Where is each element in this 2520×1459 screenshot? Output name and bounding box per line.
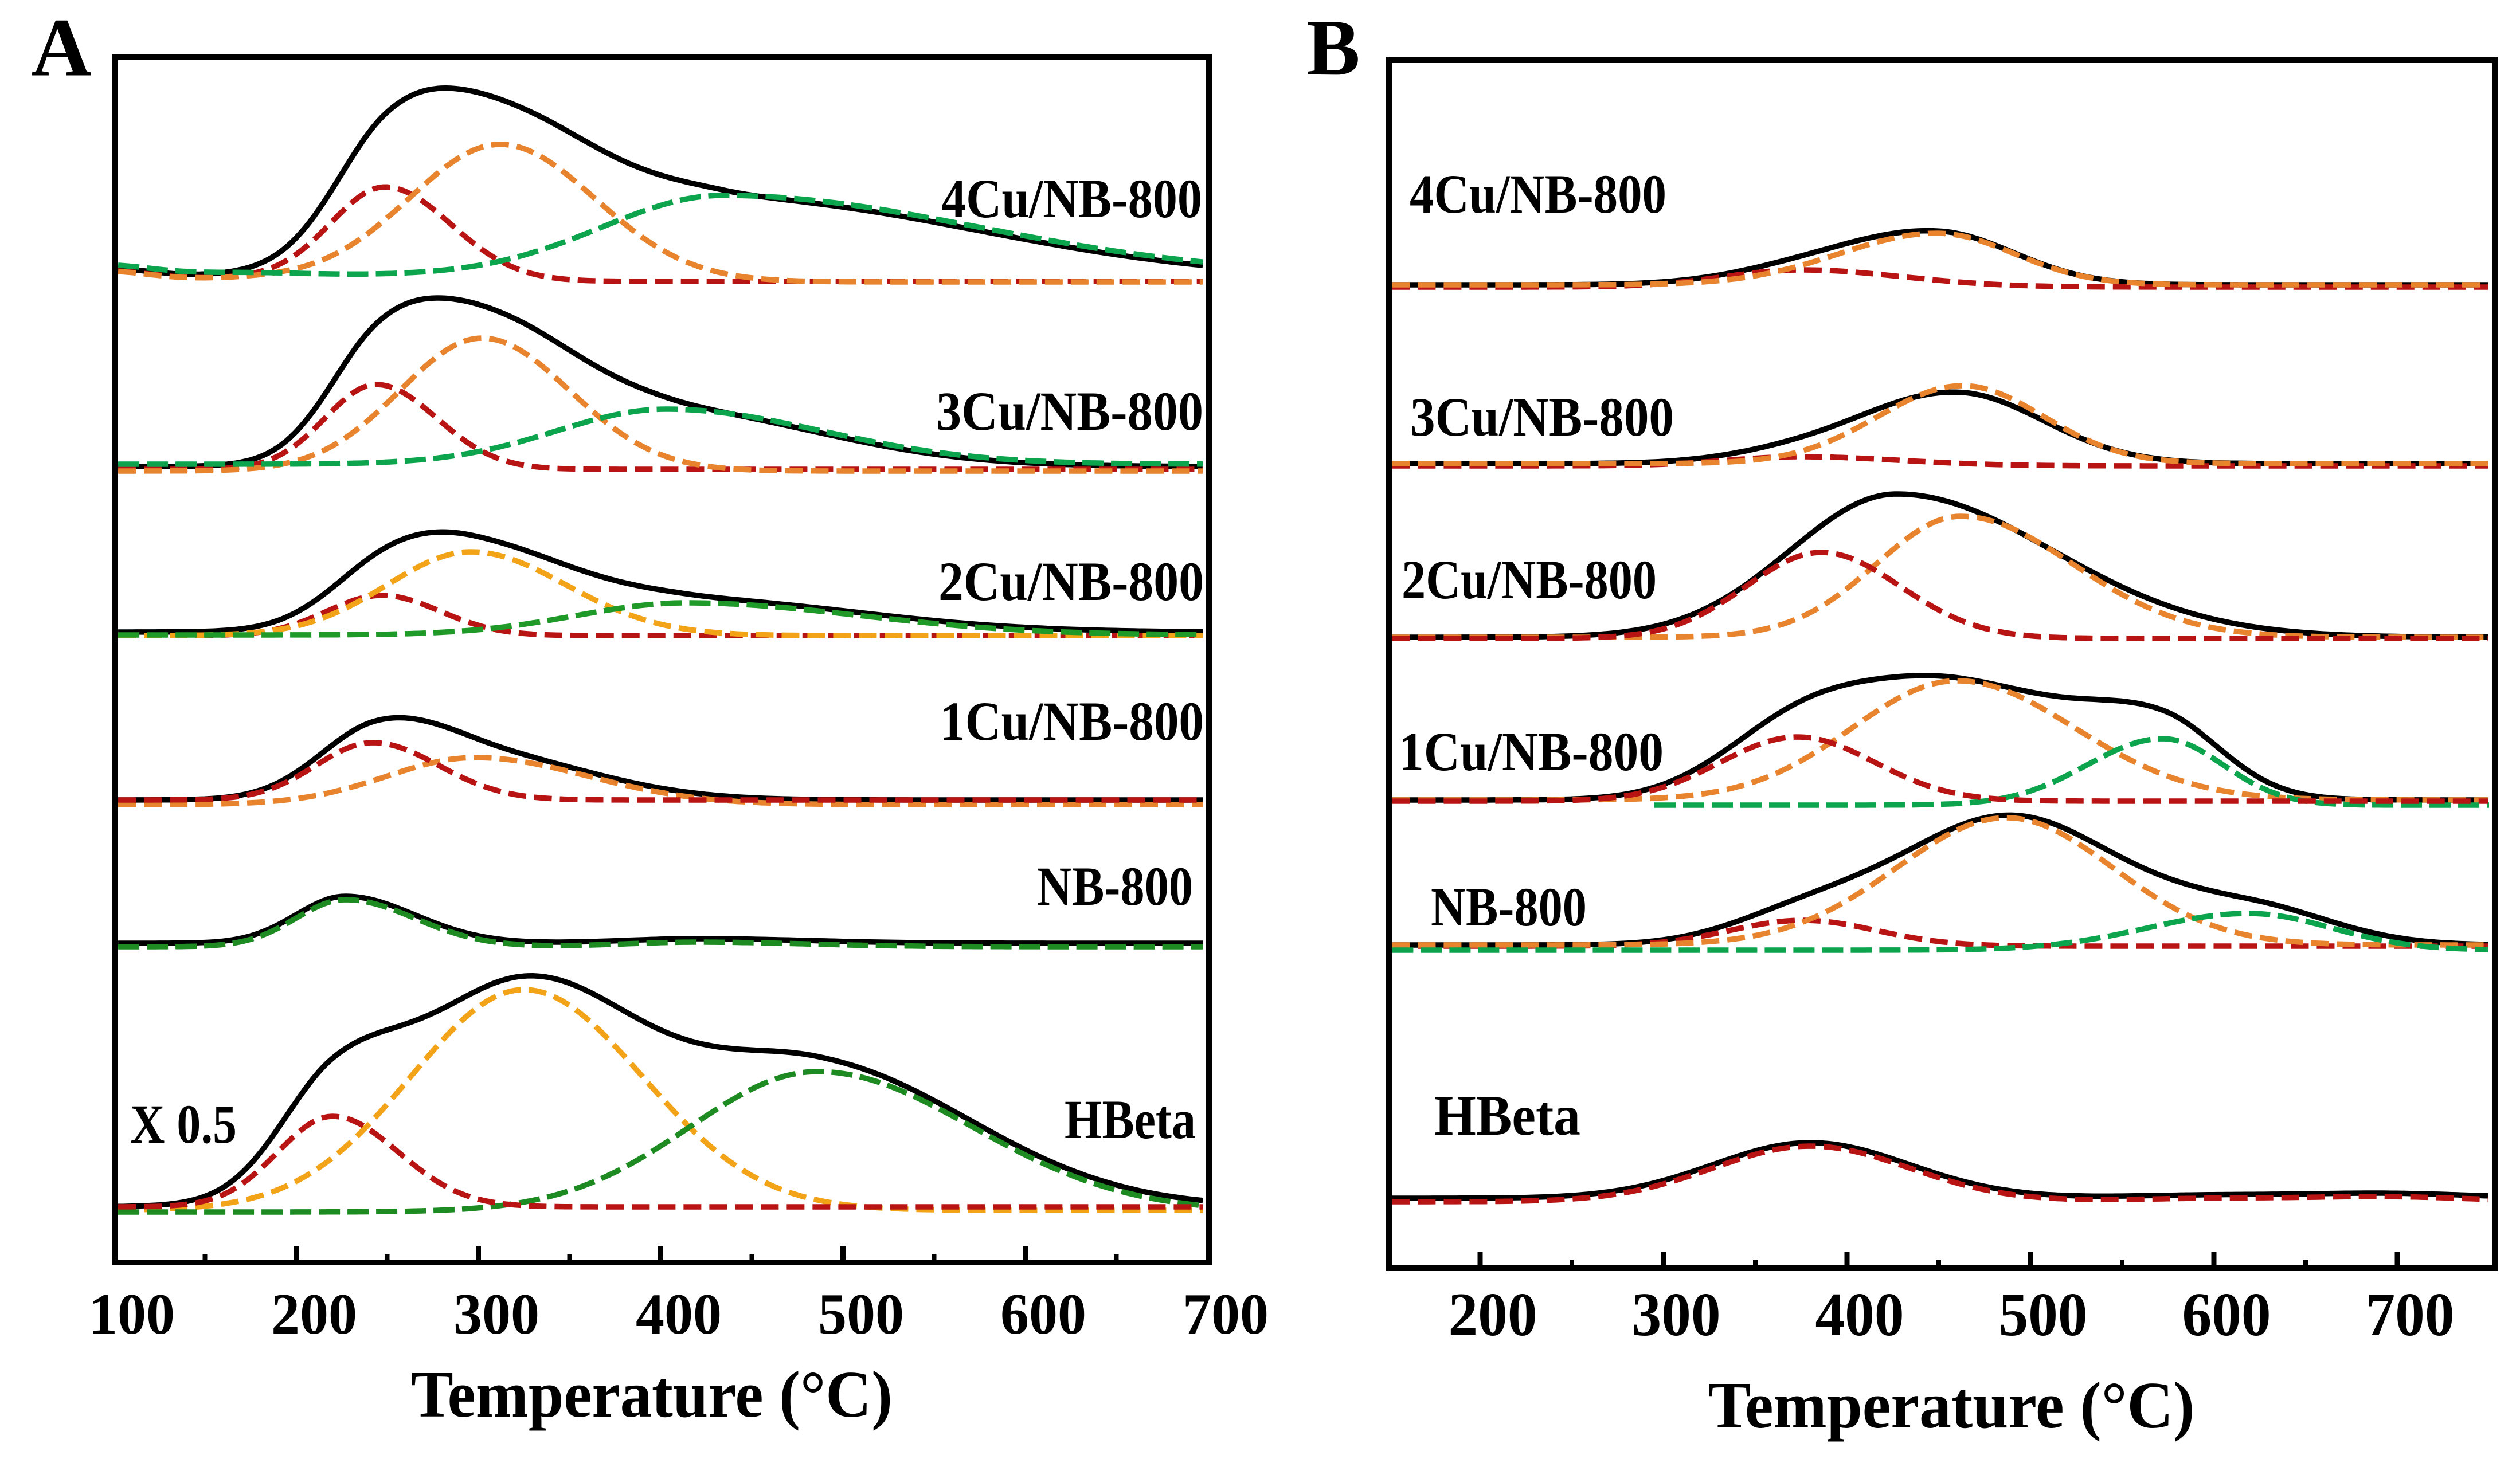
svg-text:NB-800: NB-800 — [1431, 876, 1587, 938]
svg-text:700: 700 — [1183, 1282, 1269, 1347]
svg-text:3Cu/NB-800: 3Cu/NB-800 — [1410, 386, 1674, 448]
svg-text:A: A — [32, 2, 92, 94]
svg-text:2Cu/NB-800: 2Cu/NB-800 — [1402, 549, 1657, 610]
svg-text:X 0.5: X 0.5 — [130, 1093, 237, 1155]
svg-text:HBeta: HBeta — [1434, 1084, 1580, 1147]
svg-text:HBeta: HBeta — [1065, 1089, 1196, 1150]
svg-text:Temperature (°C): Temperature (°C) — [411, 1358, 893, 1431]
svg-text:1Cu/NB-800: 1Cu/NB-800 — [1399, 721, 1664, 782]
svg-text:200: 200 — [1449, 1281, 1537, 1349]
svg-text:600: 600 — [1000, 1282, 1086, 1347]
svg-text:300: 300 — [1632, 1281, 1721, 1349]
svg-text:1Cu/NB-800: 1Cu/NB-800 — [940, 691, 1204, 752]
svg-text:500: 500 — [1999, 1281, 2088, 1349]
svg-text:NB-800: NB-800 — [1037, 856, 1193, 917]
svg-text:4Cu/NB-800: 4Cu/NB-800 — [941, 168, 1202, 229]
svg-text:4Cu/NB-800: 4Cu/NB-800 — [1410, 163, 1666, 225]
svg-text:3Cu/NB-800: 3Cu/NB-800 — [936, 381, 1203, 442]
svg-text:600: 600 — [2182, 1281, 2271, 1349]
svg-text:700: 700 — [2366, 1281, 2455, 1349]
svg-text:Temperature (°C): Temperature (°C) — [1708, 1369, 2195, 1442]
svg-text:200: 200 — [271, 1282, 357, 1347]
svg-text:B: B — [1306, 3, 1360, 92]
svg-text:400: 400 — [636, 1282, 722, 1347]
svg-text:400: 400 — [1815, 1281, 1904, 1349]
svg-text:100: 100 — [89, 1282, 175, 1347]
svg-text:500: 500 — [818, 1282, 904, 1347]
svg-text:300: 300 — [453, 1282, 539, 1347]
svg-text:2Cu/NB-800: 2Cu/NB-800 — [938, 551, 1204, 612]
